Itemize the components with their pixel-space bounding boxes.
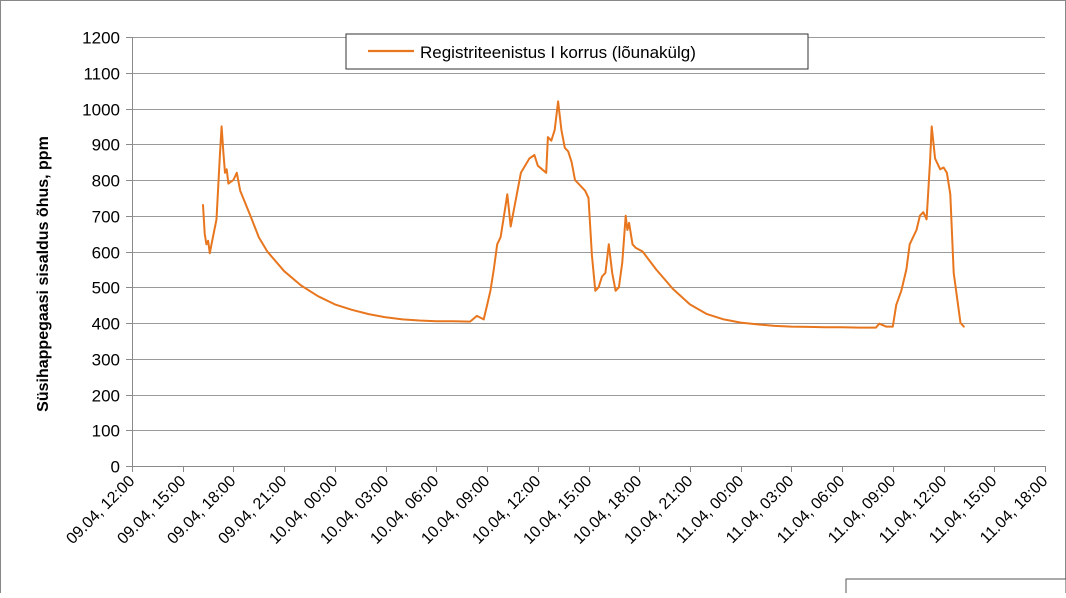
embedded-box-corner <box>845 578 1066 598</box>
y-tick-label: 200 <box>92 387 120 406</box>
y-tick-label: 1200 <box>82 29 120 48</box>
y-tick-labels: 0 100 200 300 400 500 600 700 800 900 1000 1100 1200 <box>82 29 120 477</box>
legend: Registriteenistus I korrus (lõunakülg) <box>345 33 809 70</box>
y-tick-label: 0 <box>111 458 120 477</box>
y-tick-label: 300 <box>92 351 120 370</box>
y-tick-label: 400 <box>92 315 120 334</box>
y-tick-label: 1000 <box>82 101 120 120</box>
series-lines <box>202 100 965 329</box>
y-tick-label: 500 <box>92 279 120 298</box>
y-tick-label: 1100 <box>83 65 120 84</box>
y-tick-label: 600 <box>92 244 120 263</box>
legend-entry-label: Registriteenistus I korrus (lõunakülg) <box>420 43 696 62</box>
series-line <box>202 100 965 329</box>
y-axis-label: Süsihappegaasi sisaldus õhus, ppm <box>35 136 52 412</box>
legend-box <box>345 33 809 70</box>
axes <box>126 37 1046 472</box>
y-tick-label: 800 <box>92 172 120 191</box>
y-tick-label: 900 <box>92 136 120 155</box>
gridlines <box>132 37 1045 431</box>
y-tick-label: 100 <box>92 422 120 441</box>
y-tick-label: 700 <box>92 208 120 227</box>
